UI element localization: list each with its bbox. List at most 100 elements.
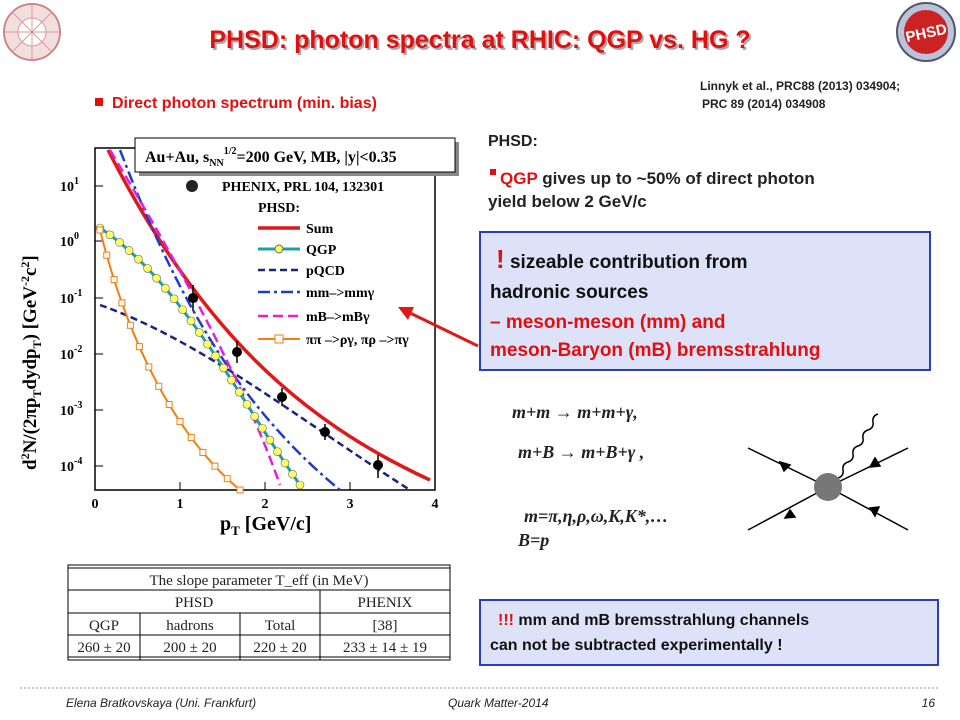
data-points [188,285,383,478]
feynman-diagram [747,413,909,531]
y-tick-label: 10-3 [60,400,82,419]
x-axis-label: pT [GeV/c] [220,513,311,538]
qgp-marker [295,480,305,490]
table-cell: 260 ± 20 [77,640,130,656]
pipi-marker [103,251,111,259]
qgp-marker [273,447,282,456]
pipi-marker [187,434,195,442]
bullet-mark [95,98,103,106]
right-point: QGP gives up to ~50% of direct photon [500,169,815,188]
box-warning [479,599,939,666]
pipi-marker [118,299,126,307]
y-tick-label: 10-1 [60,288,82,307]
right-heading: PHSD: [488,133,538,150]
pipi-marker [176,418,184,426]
legend-entry: ππ –>ργ, πρ –>πγ [306,333,409,348]
formula: m+B → m+B+γ , [518,442,644,462]
x-tick-label: 2 [262,497,269,512]
arrow [407,310,479,348]
y-tick-label: 10-4 [60,456,82,475]
y-tick-label: 101 [60,176,79,195]
plot: Au+Au, sNN1/2=200 GeV, MB, |y|<0.35 PHEN… [18,137,459,538]
table-group: PHSD [175,595,214,611]
legend-entry: mB–>mBγ [306,310,370,325]
reference: Linnyk et al., PRC88 (2013) 034904; [700,79,900,93]
box-line: !!! mm and mB bremsstrahlung channels [498,612,809,629]
qgp-marker [186,316,196,326]
pipi-marker [126,321,134,329]
footer-author: Elena Bratkovskaya (Uni. Frankfurt) [66,696,256,710]
box-line: can not be subtracted experimentally ! [490,637,783,654]
x-tick-label: 4 [432,497,439,512]
formula: B=p [517,530,549,550]
legend-entry: mm–>mmγ [306,286,375,301]
legend-entry: Sum [306,222,334,237]
qgp-marker [250,411,259,421]
x-tick-label: 3 [347,497,354,512]
bullet: Direct photon spectrum (min. bias) [112,95,377,112]
qgp-marker [124,246,134,255]
table-column: [38] [373,618,398,634]
logo-right: PHSD [896,2,956,62]
y-tick-label: 10-2 [60,344,82,363]
qgp-marker [242,399,252,409]
legend-entry: QGP [306,243,337,258]
slope-table: The slope parameter T_eff (in MeV) PHSD … [67,564,451,661]
table-column: hadrons [166,618,214,634]
right-point: yield below 2 GeV/c [488,192,647,211]
title: PHSD: photon spectra at RHIC: QGP vs. HG… [209,26,750,54]
footer-event: Quark Matter-2014 [448,696,549,710]
box-line: hadronic sources [490,282,648,303]
table-column: Total [265,618,296,634]
pipi-marker [96,226,104,234]
box-line: meson-Baryon (mB) bremsstrahlung [490,340,820,361]
box-line: – meson-meson (mm) and [490,312,725,333]
table-group: PHENIX [358,595,413,611]
pipi-marker [236,486,244,494]
legend-entry: pQCD [306,264,345,279]
qgp-marker [265,435,275,445]
x-tick-label: 1 [177,497,184,512]
reference: PRC 89 (2014) 034908 [702,97,826,111]
pipi-marker [135,343,143,351]
box-hadronic [479,231,931,371]
qgp-marker [105,230,115,240]
formula: m+m → m+m+γ, [512,402,638,422]
table-column: QGP [89,618,119,634]
qgp-marker [280,458,290,468]
pipi-marker [165,400,173,408]
x-tick-label: 0 [92,497,99,512]
pipi-marker [211,462,219,470]
legend-entry: PHSD: [258,201,300,216]
y-tick-label: 100 [60,231,79,250]
qgp-marker [203,339,212,349]
plot-info: Au+Au, sNN1/2=200 GeV, MB, |y|<0.35 [145,146,397,169]
table-cell: 233 ± 14 ± 19 [343,640,427,656]
pipi-marker [223,475,231,483]
table-caption: The slope parameter T_eff (in MeV) [150,573,369,589]
qgp-marker [169,294,179,304]
qgp-marker [234,387,244,397]
table-cell: 200 ± 20 [163,640,216,656]
qgp-marker [134,254,143,264]
pipi-marker [199,448,207,456]
curve-sum [106,149,431,482]
table-cell: 220 ± 20 [253,640,306,656]
plot-frame [94,147,436,491]
qgp-marker [227,375,236,385]
curve-mb [108,149,282,486]
logo-left [3,3,61,61]
qgp-marker [161,283,170,293]
qgp-marker [258,423,267,433]
footer-page: 16 [922,696,936,710]
formula: m=π,η,ρ,ω,K,K*,… [524,506,668,526]
title-shadow: PHSD: photon spectra at RHIC: QGP vs. HG… [211,28,752,56]
box-line: ! sizeable contribution from [496,244,747,274]
qgp-marker [211,351,220,361]
qgp-marker [152,273,161,283]
qgp-marker [178,305,187,315]
qgp-marker [219,363,228,373]
pipi-marker [155,382,163,390]
legend-entry: PHENIX, PRL 104, 132301 [222,180,384,195]
